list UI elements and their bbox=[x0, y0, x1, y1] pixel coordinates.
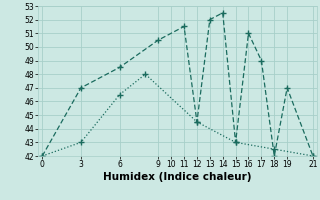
X-axis label: Humidex (Indice chaleur): Humidex (Indice chaleur) bbox=[103, 172, 252, 182]
